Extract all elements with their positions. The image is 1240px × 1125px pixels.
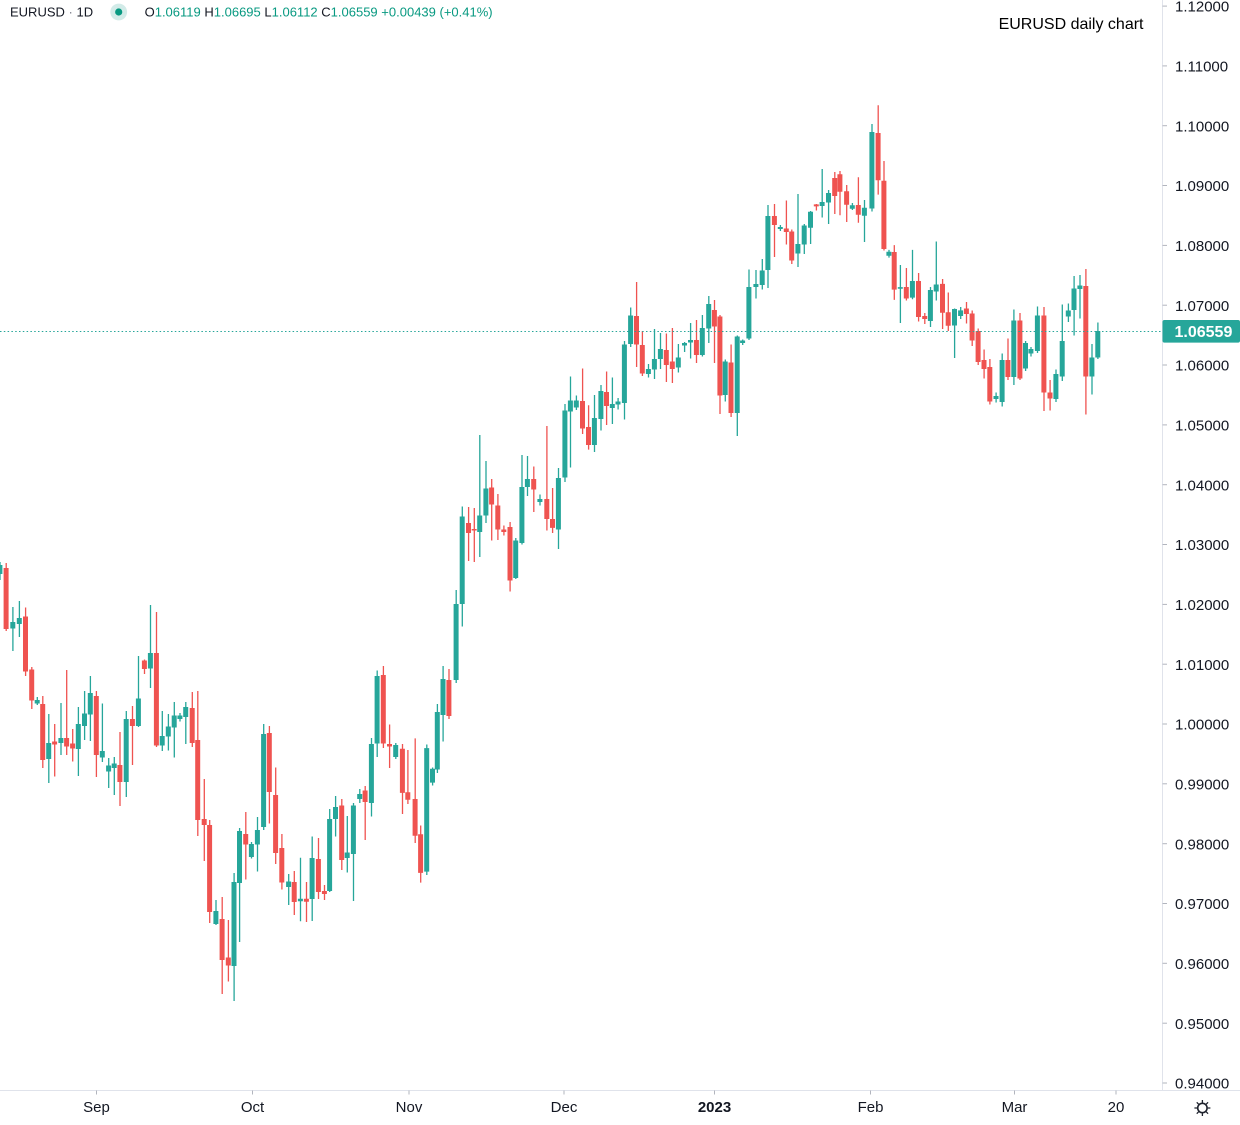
svg-text:Sep: Sep bbox=[83, 1099, 110, 1116]
svg-text:EURUSD · 1D: EURUSD · 1D bbox=[10, 5, 93, 20]
svg-text:1.03000: 1.03000 bbox=[1175, 537, 1229, 554]
svg-text:EURUSD daily chart: EURUSD daily chart bbox=[999, 16, 1144, 33]
svg-text:1.05000: 1.05000 bbox=[1175, 418, 1229, 435]
svg-text:1.09000: 1.09000 bbox=[1175, 178, 1229, 195]
svg-text:Nov: Nov bbox=[396, 1099, 423, 1116]
svg-text:O1.06119 H1.06695 L1.06112 C1.: O1.06119 H1.06695 L1.06112 C1.06559 +0.0… bbox=[145, 5, 493, 20]
svg-text:1.11000: 1.11000 bbox=[1175, 59, 1228, 76]
svg-text:1.08000: 1.08000 bbox=[1175, 238, 1229, 255]
svg-text:Oct: Oct bbox=[241, 1099, 265, 1116]
svg-text:Mar: Mar bbox=[1002, 1099, 1028, 1116]
svg-text:0.96000: 0.96000 bbox=[1175, 956, 1229, 973]
svg-text:20: 20 bbox=[1108, 1099, 1125, 1116]
svg-text:2023: 2023 bbox=[698, 1099, 731, 1116]
svg-text:1.01000: 1.01000 bbox=[1175, 657, 1229, 674]
svg-text:1.07000: 1.07000 bbox=[1175, 298, 1229, 315]
svg-text:1.12000: 1.12000 bbox=[1175, 0, 1229, 16]
svg-text:1.04000: 1.04000 bbox=[1175, 477, 1229, 494]
svg-text:1.06000: 1.06000 bbox=[1175, 358, 1229, 375]
svg-text:0.95000: 0.95000 bbox=[1175, 1016, 1229, 1033]
svg-text:0.98000: 0.98000 bbox=[1175, 836, 1229, 853]
svg-text:Feb: Feb bbox=[858, 1099, 884, 1116]
svg-text:1.02000: 1.02000 bbox=[1175, 597, 1229, 614]
svg-text:0.99000: 0.99000 bbox=[1175, 776, 1229, 793]
svg-text:0.97000: 0.97000 bbox=[1175, 896, 1229, 913]
svg-text:Dec: Dec bbox=[551, 1099, 578, 1116]
svg-text:1.00000: 1.00000 bbox=[1175, 717, 1229, 734]
svg-text:1.06559: 1.06559 bbox=[1175, 324, 1233, 341]
svg-text:0.94000: 0.94000 bbox=[1175, 1076, 1229, 1093]
svg-text:1.10000: 1.10000 bbox=[1175, 118, 1229, 135]
